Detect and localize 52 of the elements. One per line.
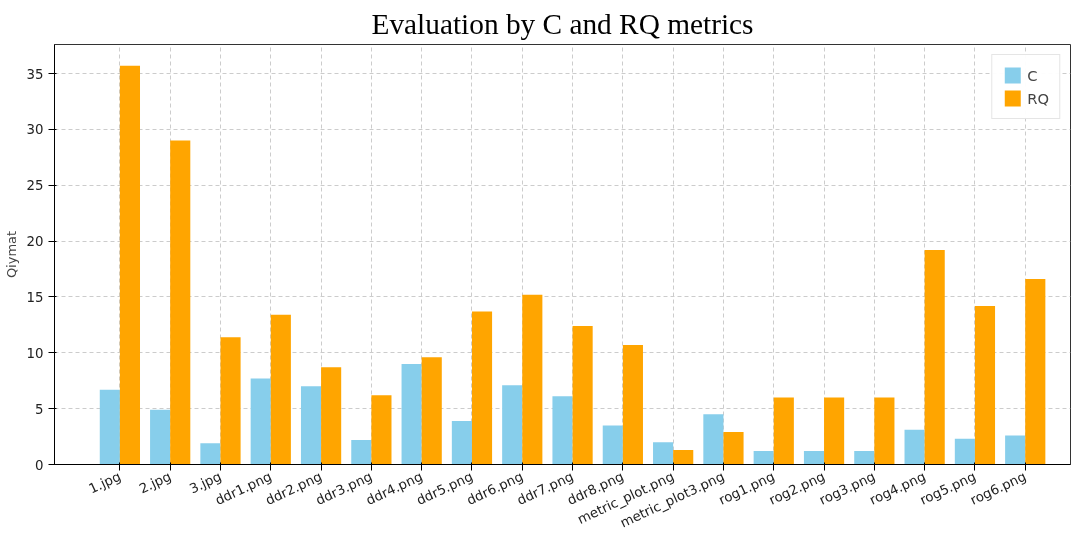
chart-title: Evaluation by C and RQ metrics (371, 7, 754, 40)
bar (300, 386, 322, 465)
y-tick-label: 15 (26, 289, 44, 305)
bar (150, 409, 171, 465)
bar (653, 442, 674, 465)
bar (1005, 435, 1026, 465)
bar (854, 451, 875, 465)
bar (522, 294, 543, 465)
bar (99, 389, 120, 465)
bar (321, 367, 342, 465)
bar (401, 363, 422, 465)
y-tick-label: 25 (26, 178, 44, 194)
bar (220, 337, 241, 465)
bar (552, 396, 573, 465)
legend-label: RQ (1027, 89, 1049, 107)
bar (924, 250, 945, 465)
y-axis-title: Qiymat (3, 230, 19, 279)
y-tick-label: 20 (26, 234, 44, 250)
bar (502, 385, 523, 465)
bar (421, 357, 442, 465)
y-tick-label: 0 (35, 457, 44, 473)
bar (250, 378, 271, 465)
bar (723, 432, 744, 465)
bar (602, 425, 623, 465)
bar (622, 344, 643, 465)
y-tick-label: 30 (26, 122, 44, 138)
bar (270, 314, 291, 465)
bar (351, 439, 372, 465)
bar (773, 397, 794, 465)
bar (703, 414, 724, 465)
y-tick-label: 35 (26, 66, 44, 82)
y-tick-label: 10 (26, 345, 44, 361)
bar (471, 311, 493, 465)
bar (200, 443, 221, 465)
x-tick-label: 2.jpg (136, 468, 174, 497)
bar (371, 395, 392, 465)
legend-label: C (1027, 66, 1039, 84)
bar (1025, 279, 1046, 465)
bar (572, 325, 593, 465)
x-tick-label: 1.jpg (86, 468, 124, 497)
bar (753, 451, 774, 465)
bar (451, 420, 472, 465)
bar (824, 397, 845, 465)
bar (904, 429, 925, 465)
bar (874, 397, 895, 465)
bar (119, 65, 140, 465)
bar (673, 449, 694, 465)
bar (974, 305, 996, 465)
y-tick-label: 5 (35, 401, 44, 417)
bar (954, 438, 975, 465)
bar (803, 451, 825, 465)
bar (170, 140, 191, 465)
